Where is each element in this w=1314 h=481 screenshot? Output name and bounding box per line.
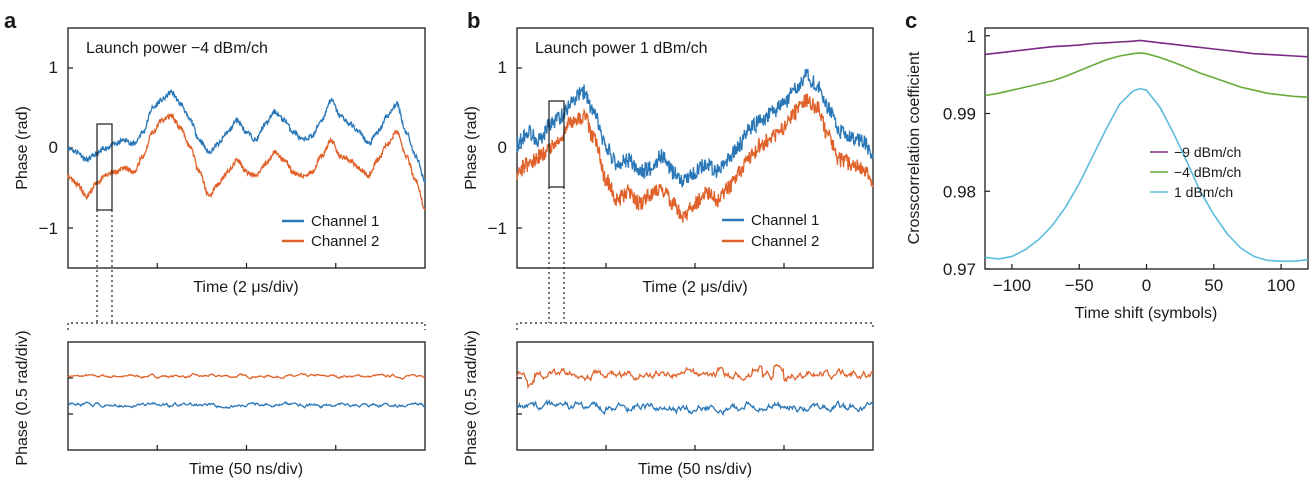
panel-c-label: c <box>905 8 917 33</box>
legend-channel2-label: Channel 2 <box>311 233 379 250</box>
panel-b-zoom-box <box>548 100 565 188</box>
x-tick-label: 100 <box>1267 276 1295 295</box>
panel-a-zoom-box <box>96 123 113 211</box>
series-channel-1 <box>67 401 426 409</box>
y-tick-label: 0.97 <box>943 260 976 279</box>
series-channel-2 <box>67 112 426 211</box>
legend-channel1-label: Channel 1 <box>311 213 379 230</box>
panel-b-xlabel: Time (2 μs/div) <box>642 279 748 296</box>
panel-b-traces <box>516 68 874 223</box>
panel-b-zoom-ylabel: Phase (0.5 rad/div) <box>463 330 480 465</box>
y-tick-label: 1 <box>967 27 976 46</box>
x-tick-label: −50 <box>1065 276 1094 295</box>
panel-a-zoom-xlabel: Time (50 ns/div) <box>189 461 303 478</box>
panel-b-zoom-bracket <box>516 322 874 330</box>
panel-b-zoom-traces <box>516 363 874 417</box>
x-tick-label: 50 <box>1204 276 1223 295</box>
panel-b-label: b <box>467 8 480 33</box>
panel-a-xlabel: Time (2 μs/div) <box>193 279 299 296</box>
x-tick-label: 0 <box>1142 276 1151 295</box>
y-tick-label: 0.99 <box>943 105 976 124</box>
panel-a-legend: Channel 1 Channel 2 <box>282 213 379 250</box>
panel-b-axes <box>516 27 874 269</box>
panel-a-zoom-bracket <box>67 322 426 330</box>
legend-m9-label: −9 dBm/ch <box>1174 144 1241 160</box>
series-channel-2 <box>516 363 874 390</box>
panel-a-ylabel: Phase (rad) <box>14 106 31 190</box>
panel-a-zoom-axes <box>67 341 426 451</box>
series-channel-2 <box>516 93 874 223</box>
panel-c-xlabel: Time shift (symbols) <box>1075 305 1218 322</box>
panel-a-ticks <box>68 67 337 268</box>
panel-b-ytick-m1: −1 <box>488 219 507 238</box>
legend-channel2-label: Channel 2 <box>751 233 819 250</box>
series-line <box>984 87 1309 263</box>
y-tick-label: 0.98 <box>943 182 976 201</box>
panel-b-zoom-ticks <box>517 377 785 450</box>
panel-c-ticks: −100 −50 0 50 100 1 0.99 0.98 0.97 <box>943 27 1295 295</box>
series-line <box>984 39 1309 58</box>
panel-b-ytick-1: 1 <box>498 58 507 77</box>
panel-a-zoom-ticks <box>68 377 337 450</box>
panel-a-axes <box>67 27 426 269</box>
panel-b-ylabel: Phase (rad) <box>463 106 480 190</box>
panel-c-traces <box>984 39 1309 263</box>
panel-c-ylabel: Crosscorrelation coefficient <box>906 51 923 244</box>
legend-m4-label: −4 dBm/ch <box>1174 164 1241 180</box>
series-channel-1 <box>67 88 426 184</box>
x-tick-label: −100 <box>993 276 1031 295</box>
series-channel-2 <box>67 372 425 380</box>
panel-b-title: Launch power 1 dBm/ch <box>535 40 708 57</box>
panel-a-ytick-0: 0 <box>49 138 58 157</box>
legend-channel1-label: Channel 1 <box>751 212 819 229</box>
panel-a-ytick-m1: −1 <box>39 219 58 238</box>
panel-c-axes <box>984 27 1309 270</box>
series-channel-1 <box>516 68 874 188</box>
panel-c-legend: −9 dBm/ch −4 dBm/ch 1 dBm/ch <box>1150 144 1241 200</box>
panel-b-zoom-xlabel: Time (50 ns/div) <box>638 461 752 478</box>
panel-a-zoom-ylabel: Phase (0.5 rad/div) <box>14 330 31 465</box>
panel-b-legend: Channel 1 Channel 2 <box>722 212 819 250</box>
panel-a-title: Launch power −4 dBm/ch <box>86 40 268 57</box>
legend-p1-label: 1 dBm/ch <box>1174 184 1233 200</box>
series-channel-1 <box>516 398 874 417</box>
panel-a-traces <box>67 88 426 211</box>
panel-a-ytick-1: 1 <box>49 58 58 77</box>
panel-b-zoom-axes <box>516 341 874 451</box>
panel-b-ytick-0: 0 <box>498 138 507 157</box>
series-line <box>984 52 1309 98</box>
panel-a-zoom-traces <box>67 372 426 409</box>
panel-a-label: a <box>4 8 17 33</box>
